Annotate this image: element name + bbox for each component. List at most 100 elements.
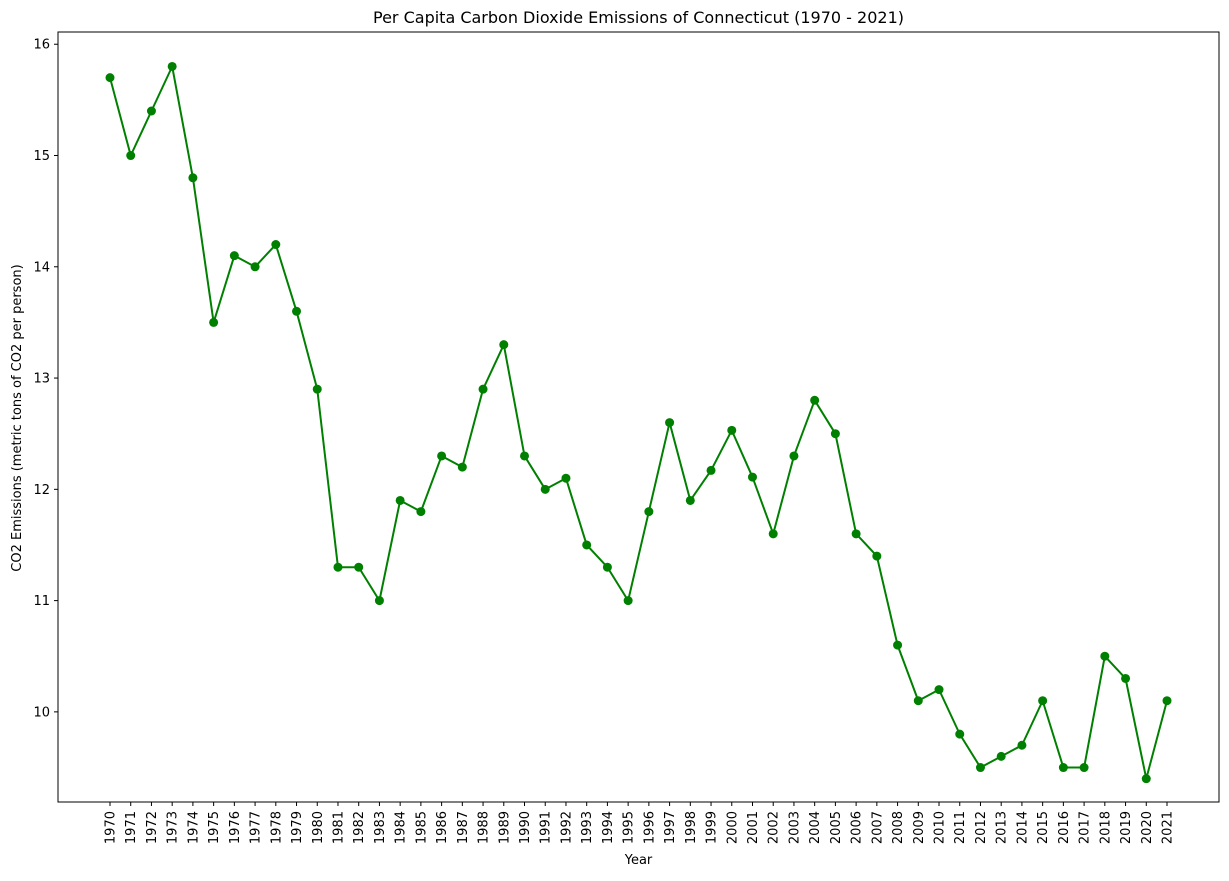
x-tick-label: 2018: [1098, 811, 1113, 844]
x-tick-label: 2004: [808, 811, 823, 844]
x-tick-label: 1971: [124, 811, 139, 844]
data-point: [602, 562, 612, 572]
x-tick-label: 1996: [642, 811, 657, 844]
data-point: [872, 551, 882, 561]
data-point: [955, 729, 965, 739]
data-point: [561, 473, 571, 483]
data-point: [146, 106, 156, 116]
x-tick-label: 1976: [228, 811, 243, 844]
chart-title: Per Capita Carbon Dioxide Emissions of C…: [373, 8, 904, 27]
x-tick-label: 1975: [207, 811, 222, 844]
x-tick-label: 2008: [891, 811, 906, 844]
data-point: [975, 763, 985, 773]
x-tick-label: 2015: [1036, 811, 1051, 844]
data-point: [354, 562, 364, 572]
x-tick-label: 1997: [663, 811, 678, 844]
data-point: [810, 395, 820, 405]
y-axis-ticks: 10 11 12 13 14 15 16: [33, 38, 58, 720]
x-tick-label: 1988: [477, 811, 492, 844]
y-axis-label: CO2 Emissions (metric tons of CO2 per pe…: [10, 264, 25, 571]
x-tick-label: 2014: [1015, 811, 1030, 844]
data-point: [478, 384, 488, 394]
data-point: [706, 465, 716, 475]
data-point: [333, 562, 343, 572]
x-tick-label: 2017: [1078, 811, 1093, 844]
data-point: [1079, 763, 1089, 773]
x-tick-label: 1998: [684, 811, 699, 844]
x-tick-label: 1993: [580, 811, 595, 844]
x-tick-label: 1973: [166, 811, 181, 844]
y-tick-label: 13: [33, 372, 50, 387]
data-point: [1141, 774, 1151, 784]
data-point: [188, 173, 198, 183]
x-tick-label: 2021: [1161, 811, 1176, 844]
y-tick-label: 12: [33, 483, 50, 498]
x-tick-label: 2006: [850, 811, 865, 844]
x-tick-label: 1991: [539, 811, 554, 844]
series-layer: [105, 61, 1172, 784]
x-tick-label: 2001: [746, 811, 761, 844]
data-point: [893, 640, 903, 650]
data-point: [312, 384, 322, 394]
data-point: [1058, 763, 1068, 773]
x-tick-label: 1983: [373, 811, 388, 844]
x-tick-label: 2002: [767, 811, 782, 844]
x-tick-label: 2010: [933, 811, 948, 844]
x-tick-label: 1970: [104, 811, 119, 844]
x-tick-label: 1981: [331, 811, 346, 844]
x-tick-label: 2013: [995, 811, 1010, 844]
x-tick-label: 1979: [290, 811, 305, 844]
x-tick-label: 1994: [601, 811, 616, 844]
x-tick-label: 1985: [414, 811, 429, 844]
data-point: [126, 151, 136, 161]
data-point: [374, 596, 384, 606]
x-tick-label: 2019: [1119, 811, 1134, 844]
data-point: [913, 696, 923, 706]
x-tick-label: 2009: [912, 811, 927, 844]
x-tick-label: 1987: [456, 811, 471, 844]
data-point: [996, 751, 1006, 761]
x-tick-label: 2005: [829, 811, 844, 844]
data-point: [768, 529, 778, 539]
data-point: [105, 73, 115, 83]
x-tick-label: 1999: [705, 811, 720, 844]
data-point: [416, 507, 426, 517]
x-tick-label: 2007: [870, 811, 885, 844]
data-point: [623, 596, 633, 606]
x-axis-label: Year: [624, 853, 653, 868]
x-tick-label: 2016: [1057, 811, 1072, 844]
x-tick-label: 1977: [249, 811, 264, 844]
data-point: [727, 425, 737, 435]
data-point: [540, 484, 550, 494]
x-tick-label: 1995: [622, 811, 637, 844]
data-point: [934, 685, 944, 695]
x-tick-label: 1978: [269, 811, 284, 844]
data-point: [209, 317, 219, 327]
data-point: [167, 61, 177, 71]
y-tick-label: 16: [33, 38, 50, 53]
x-tick-label: 1974: [186, 811, 201, 844]
y-tick-label: 14: [33, 260, 50, 275]
data-point: [229, 251, 239, 261]
x-tick-label: 1984: [394, 811, 409, 844]
data-point: [520, 451, 530, 461]
data-point: [250, 262, 260, 272]
y-tick-label: 11: [33, 594, 50, 609]
x-tick-label: 1989: [497, 811, 512, 844]
data-point: [582, 540, 592, 550]
x-tick-label: 1990: [518, 811, 533, 844]
data-point: [789, 451, 799, 461]
data-point: [1100, 651, 1110, 661]
data-point: [1121, 673, 1131, 683]
data-point: [685, 495, 695, 505]
data-point: [830, 429, 840, 439]
x-tick-label: 2011: [953, 811, 968, 844]
x-tick-label: 2003: [787, 811, 802, 844]
data-point: [437, 451, 447, 461]
x-tick-label: 1982: [352, 811, 367, 844]
series-line: [109, 65, 1168, 780]
x-tick-label: 2020: [1140, 811, 1155, 844]
data-point: [292, 306, 302, 316]
